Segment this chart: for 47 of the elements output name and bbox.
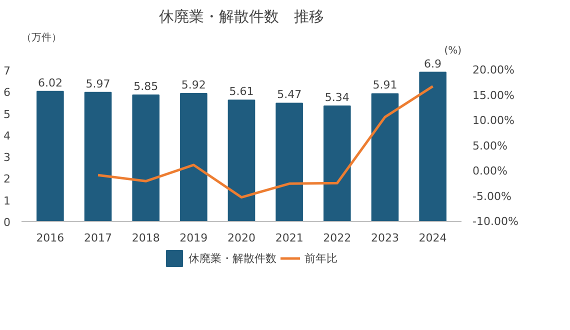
y-tick-label: 6 (4, 86, 10, 100)
y2-tick-label: 0.00% (472, 164, 508, 178)
data-label: 5.97 (86, 77, 110, 90)
bar (36, 90, 64, 222)
y2-tick-label: 5.00% (472, 139, 508, 152)
y2-tick-label: -10.00% (472, 215, 518, 228)
x-tick-label: 2019 (180, 232, 208, 244)
y-tick-label: 7 (4, 64, 10, 78)
bar (132, 94, 160, 222)
y2-tick-label: 15.00% (472, 88, 514, 102)
x-tick-label: 2017 (84, 232, 112, 244)
bar (324, 106, 351, 222)
bar (276, 102, 303, 222)
y2-axis-title: (%) (444, 46, 462, 56)
bar (84, 92, 112, 222)
x-tick-label: 2023 (370, 232, 399, 244)
data-label: 5.47 (277, 88, 302, 102)
y-tick-label: 1 (4, 194, 10, 208)
data-label: 5.34 (324, 91, 350, 104)
bar (180, 92, 208, 222)
y-tick-label: 3 (4, 151, 10, 164)
data-label: 5.91 (372, 78, 398, 92)
bar (371, 93, 399, 222)
y2-tick-label: 20.00% (472, 64, 514, 77)
y2-tick-label: 10.00% (472, 114, 514, 128)
x-tick-label: 2022 (323, 232, 352, 244)
data-label: 6.02 (38, 76, 62, 90)
legend-label: 前年比 (304, 250, 338, 266)
y-tick-label: 0 (4, 216, 10, 229)
bar (419, 72, 446, 222)
y-tick-label: 4 (4, 130, 10, 142)
y-tick-label: 2 (4, 172, 10, 186)
chart-title: 休廃業・解散件数 推移 (159, 8, 324, 26)
x-tick-label: 2021 (275, 232, 304, 244)
data-label: 5.61 (229, 85, 254, 98)
x-tick-label: 2018 (132, 232, 160, 244)
bar (228, 100, 256, 222)
x-tick-label: 2020 (228, 232, 256, 244)
y-axis-title: （万件） (22, 32, 62, 44)
data-label: 6.9 (424, 57, 442, 70)
data-label: 5.85 (134, 80, 158, 93)
data-label: 5.92 (181, 78, 206, 92)
x-tick-label: 2016 (36, 232, 64, 244)
y-tick-label: 5 (4, 108, 10, 121)
legend-label: 休廃業・解散件数 (188, 250, 276, 266)
x-tick-label: 2024 (418, 232, 447, 244)
y2-tick-label: -5.00% (472, 190, 512, 203)
